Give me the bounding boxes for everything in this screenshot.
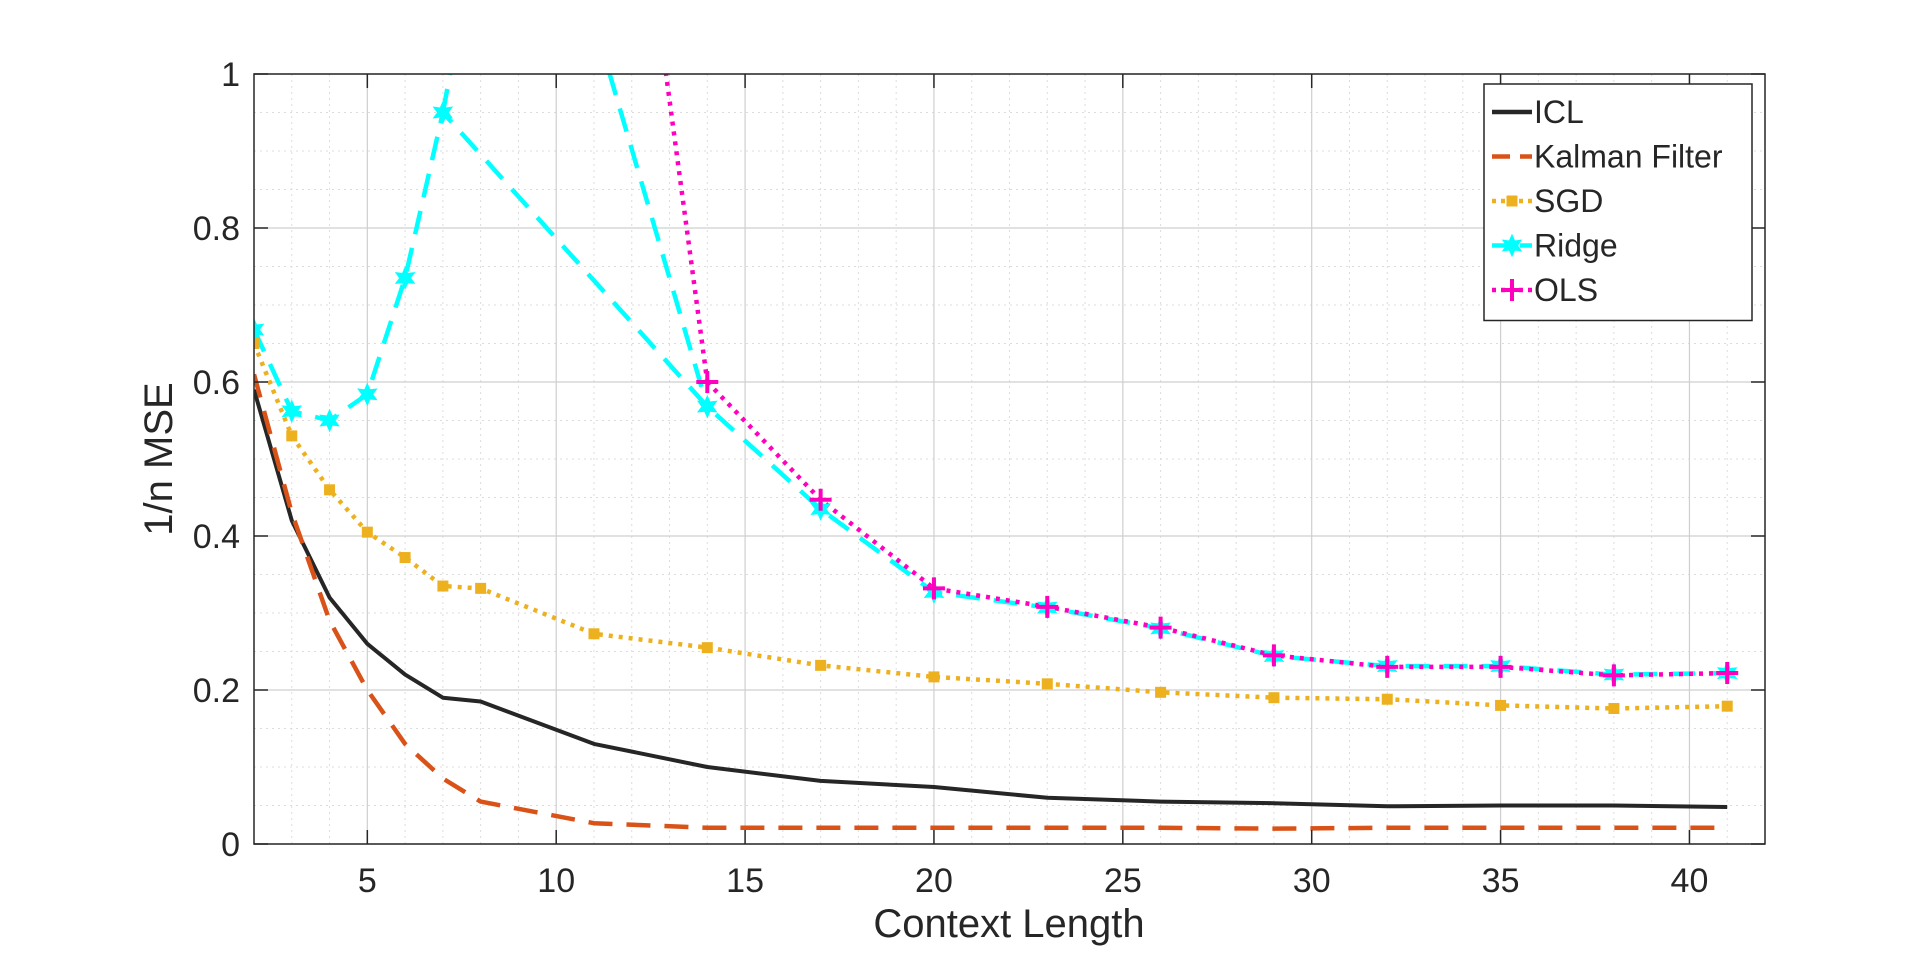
data-point-sgd xyxy=(588,628,600,640)
data-point-ols xyxy=(1489,655,1512,678)
y-tick-label: 0.4 xyxy=(193,518,240,556)
data-point-ols xyxy=(809,488,832,511)
legend-marker-sgd xyxy=(1506,195,1518,207)
data-point-sgd xyxy=(928,671,940,683)
x-tick-label: 25 xyxy=(1104,862,1142,900)
x-tick-label: 30 xyxy=(1293,862,1331,900)
legend-label: ICL xyxy=(1534,94,1584,130)
data-point-sgd xyxy=(1381,693,1393,705)
legend-marker-ols xyxy=(1501,279,1523,301)
x-tick-label: 20 xyxy=(915,862,953,900)
series-line-ols-offscale-fall xyxy=(663,74,710,383)
data-point-sgd xyxy=(1041,678,1053,690)
data-point-sgd xyxy=(1721,700,1733,712)
x-axis-title: Context Length xyxy=(873,902,1144,946)
data-point-sgd xyxy=(254,338,260,349)
y-tick-label: 0.8 xyxy=(193,210,240,248)
data-point-sgd xyxy=(1608,702,1620,714)
marker-layer xyxy=(254,100,1739,714)
data-point-ols xyxy=(922,577,945,600)
data-point-sgd xyxy=(1268,692,1280,704)
x-tick-label: 15 xyxy=(726,862,764,900)
data-point-sgd xyxy=(437,580,449,592)
data-point-sgd xyxy=(701,642,713,654)
data-point-ols xyxy=(1716,662,1739,685)
data-point-ols xyxy=(1262,644,1285,667)
data-point-sgd xyxy=(286,430,298,442)
data-point-ridge xyxy=(357,382,378,407)
series-line-sgd xyxy=(254,342,1728,711)
minor-grid xyxy=(253,74,1766,844)
data-point-ols xyxy=(1602,664,1625,687)
axis-ticks xyxy=(254,73,1765,845)
series-layer xyxy=(254,74,1728,831)
y-tick-label: 0.6 xyxy=(193,364,240,402)
data-point-sgd xyxy=(399,552,411,564)
x-tick-labels: 5 10 15 20 25 30 35 40 xyxy=(358,862,1709,900)
data-point-sgd xyxy=(361,526,373,538)
y-axis-title: 1/n MSE xyxy=(137,382,181,535)
data-point-ridge xyxy=(432,100,454,125)
legend-marker-ridge xyxy=(1501,233,1523,258)
legend-box xyxy=(1483,83,1753,322)
x-tick-label: 40 xyxy=(1671,862,1709,900)
legend-label: Ridge xyxy=(1534,228,1618,264)
series-line-icl xyxy=(254,389,1728,809)
data-point-sgd xyxy=(324,484,336,496)
legend: ICL Kalman Filter SGD Ridge OLS xyxy=(1483,83,1753,322)
data-point-ridge xyxy=(254,317,265,342)
data-point-ridge xyxy=(319,408,340,433)
series-line-ridge-offscale-fall xyxy=(607,74,710,408)
data-point-ols xyxy=(696,371,719,393)
y-tick-labels: 0 0.2 0.4 0.6 0.8 1 xyxy=(193,56,240,864)
y-tick-label: 0 xyxy=(221,826,240,864)
legend-label: Kalman Filter xyxy=(1534,139,1723,175)
data-point-sgd xyxy=(1495,699,1507,711)
data-point-ols xyxy=(1149,616,1172,639)
legend-label: SGD xyxy=(1534,183,1603,219)
legend-label: OLS xyxy=(1534,272,1598,308)
data-point-ridge xyxy=(696,394,718,419)
data-point-ridge xyxy=(281,399,302,424)
data-point-ols xyxy=(1036,595,1059,618)
series-line-ridge xyxy=(254,110,1728,677)
data-point-ridge xyxy=(394,266,416,290)
data-point-ols xyxy=(1376,655,1399,678)
y-tick-label: 0.2 xyxy=(193,672,240,710)
plot-area-border xyxy=(253,73,1766,845)
x-tick-label: 10 xyxy=(537,862,575,900)
data-point-sgd xyxy=(815,659,827,671)
data-point-sgd xyxy=(1155,686,1167,698)
y-tick-label: 1 xyxy=(221,56,240,94)
data-point-sgd xyxy=(475,582,487,594)
series-line-kalman-filter xyxy=(254,373,1728,831)
x-tick-label: 5 xyxy=(358,862,377,900)
x-tick-label: 35 xyxy=(1482,862,1520,900)
